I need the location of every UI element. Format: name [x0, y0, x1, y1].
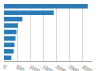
svg-text:3000: 3000 [81, 63, 94, 71]
svg-text:1000: 1000 [28, 63, 41, 71]
svg-text:2500: 2500 [68, 63, 81, 71]
svg-text:500: 500 [15, 63, 25, 71]
svg-text:0: 0 [2, 63, 8, 70]
svg-text:1500: 1500 [42, 63, 55, 71]
svg-text:2000: 2000 [55, 63, 68, 71]
